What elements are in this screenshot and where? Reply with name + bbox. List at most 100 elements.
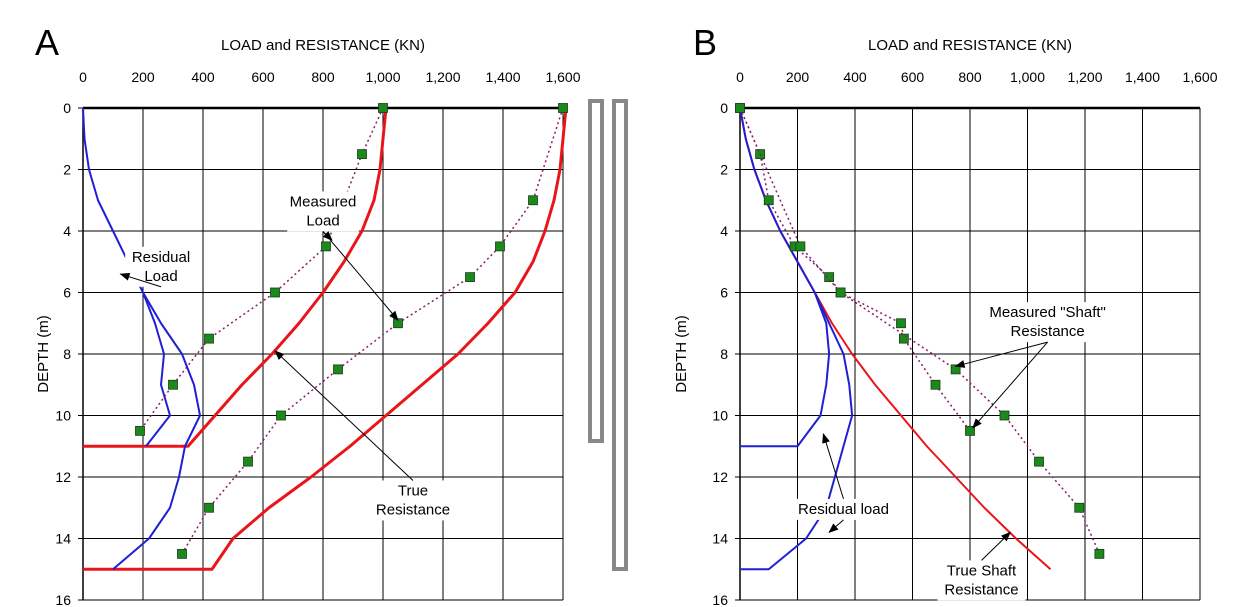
data-point-marker (135, 425, 145, 436)
x-tick-label: 1,600 (1182, 69, 1217, 85)
annotation-bg (787, 498, 900, 520)
x-tick-label: 800 (958, 69, 982, 85)
panel-letter: B (693, 22, 717, 63)
x-tick-label: 1,000 (1010, 69, 1045, 85)
y-tick-label: 4 (63, 223, 71, 239)
data-point-marker (898, 333, 909, 344)
data-point-marker (528, 195, 538, 206)
data-point-marker (357, 149, 367, 160)
x-tick-label: 200 (131, 69, 155, 85)
annotation-label: Residual load (798, 501, 889, 518)
data-point-marker (204, 502, 214, 513)
y-tick-label: 12 (55, 469, 71, 485)
annotation-arrow (119, 272, 162, 288)
y-tick-label: 6 (63, 285, 71, 301)
annotation-label: Load (144, 268, 177, 285)
data-point-marker (204, 333, 214, 344)
x-tick-label: 0 (79, 69, 87, 85)
series-residual-load (142, 292, 171, 447)
annotation-arrow (322, 231, 399, 321)
data-point-marker (965, 425, 975, 436)
series-residual-load (740, 292, 854, 571)
y-tick-label: 14 (712, 531, 728, 547)
chart-panel-b: 0 200 400 600 800 1,000 1,200 1,400 1,600 0 2 4 6 8 10… (673, 22, 1218, 607)
data-point-marker (763, 195, 774, 206)
x-tick-label: 400 (191, 69, 215, 85)
data-point-marker (795, 241, 806, 252)
annotation-label: True Shaft (947, 562, 1017, 579)
data-point-marker (168, 379, 178, 390)
data-point-marker (1034, 456, 1044, 467)
annotation-label: True (398, 482, 428, 499)
annotation-bg (125, 246, 197, 287)
data-point-marker (333, 364, 343, 375)
annotation-arrow (828, 519, 844, 534)
long-pile-shape (612, 99, 628, 571)
annotation-bg (979, 302, 1117, 343)
data-point-marker (930, 379, 941, 390)
x-tick-label: 1,200 (1067, 69, 1102, 85)
x-axis-title: LOAD and RESISTANCE (KN) (868, 37, 1072, 54)
data-point-marker (177, 548, 187, 559)
y-tick-label: 16 (712, 592, 728, 607)
short-pile-shape (588, 99, 604, 443)
data-point-marker (1074, 502, 1085, 513)
y-tick-label: 8 (63, 346, 71, 362)
y-tick-label: 2 (720, 162, 728, 178)
annotation-label: Measured (290, 193, 357, 210)
annotation-arrow (981, 531, 1011, 561)
annotation-bg (369, 480, 457, 521)
data-point-marker (1094, 548, 1105, 559)
panel-letter: A (35, 22, 59, 63)
chart-panel-a: 0 200 400 600 800 1,000 1,200 1,400 1,600 0 2 4 6 8 10… (35, 22, 581, 607)
x-tick-label: 1,600 (545, 69, 580, 85)
annotation-label: Measured "Shaft" (989, 304, 1106, 321)
x-tick-label: 400 (843, 69, 867, 85)
y-tick-label: 0 (63, 100, 71, 116)
y-tick-label: 0 (720, 100, 728, 116)
data-point-marker (495, 241, 505, 252)
annotation-label: Load (306, 212, 339, 229)
series-measured-shaft (739, 107, 971, 432)
data-point-marker (835, 287, 846, 298)
x-tick-label: 0 (736, 69, 744, 85)
annotation-arrow (972, 341, 1049, 429)
annotation-arrow (822, 432, 844, 500)
series-true-resistance (83, 107, 568, 571)
data-point-marker (378, 103, 388, 113)
annotation-label: Residual (132, 249, 190, 266)
annotation-arrow (274, 350, 414, 481)
annotation-label: Resistance (944, 581, 1018, 598)
series-measured-load (181, 107, 564, 555)
y-axis-title: DEPTH (m) (35, 315, 52, 393)
y-tick-label: 2 (63, 162, 71, 178)
y-tick-label: 14 (55, 531, 71, 547)
series-residual-load (739, 107, 831, 448)
series-measured-shaft (739, 107, 1101, 555)
data-point-marker (558, 103, 568, 113)
annotation-label: Resistance (376, 501, 450, 518)
data-point-marker (321, 241, 331, 252)
y-axis-title: DEPTH (m) (673, 315, 690, 393)
x-tick-label: 800 (311, 69, 335, 85)
y-tick-label: 10 (712, 408, 728, 424)
data-point-marker (824, 272, 835, 283)
y-tick-label: 12 (712, 469, 728, 485)
y-tick-label: 4 (720, 223, 728, 239)
x-tick-label: 1,000 (365, 69, 400, 85)
data-point-marker (276, 410, 286, 421)
x-tick-label: 200 (786, 69, 810, 85)
annotation-bg (937, 560, 1026, 601)
x-tick-label: 600 (251, 69, 275, 85)
y-tick-label: 8 (720, 346, 728, 362)
data-point-marker (896, 318, 906, 329)
x-tick-label: 1,400 (1125, 69, 1160, 85)
annotation-label: Resistance (1011, 323, 1085, 340)
data-point-marker (999, 410, 1010, 421)
x-tick-label: 1,200 (425, 69, 460, 85)
data-point-marker (270, 287, 280, 298)
data-point-marker (735, 103, 745, 113)
pile-schematic (588, 99, 628, 571)
annotation-bg (287, 191, 359, 232)
